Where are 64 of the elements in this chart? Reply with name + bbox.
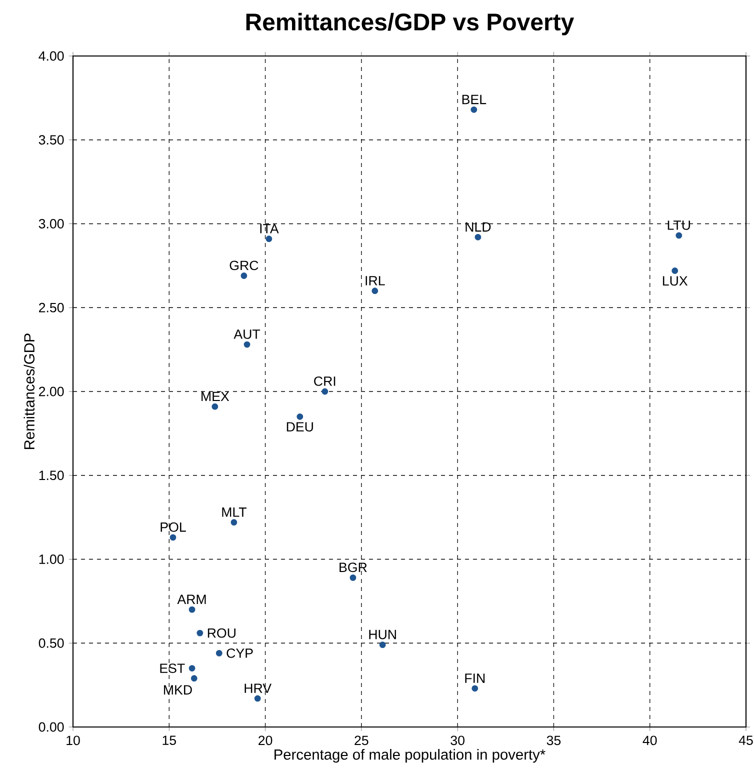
point: [470, 106, 478, 113]
annotation: NLD: [466, 222, 491, 232]
point: [676, 232, 682, 239]
point: [672, 268, 678, 274]
annotation: HRV: [244, 684, 272, 693]
point: [216, 650, 222, 656]
y-tick-label: 1.50: [39, 470, 64, 480]
x-tick-label: 45: [738, 736, 753, 746]
point: [474, 234, 482, 240]
point: [372, 288, 378, 294]
y-tick-label: 0.50: [38, 638, 64, 648]
chart-title: Remittances/GDP vs Poverty: [246, 12, 574, 36]
annotation: POL: [160, 522, 186, 532]
annotation: IRL: [366, 276, 385, 286]
point: [350, 574, 356, 581]
x-tick-label: 25: [354, 736, 368, 746]
annotation: BGR: [340, 562, 367, 572]
point: [322, 388, 328, 395]
y-tick-label: 3.50: [38, 135, 64, 145]
x-tick-label: 30: [450, 736, 464, 746]
annotation: BEL: [462, 94, 486, 104]
x-tick-label: 20: [258, 736, 272, 746]
annotation: HUN: [369, 630, 396, 640]
point: [472, 685, 478, 692]
point: [244, 341, 250, 348]
annotation: AUT: [234, 330, 260, 339]
annotation: CYP: [226, 648, 253, 658]
annotation: CRI: [314, 376, 336, 386]
point: [296, 413, 304, 420]
annotation: MLT: [222, 508, 246, 517]
y-tick-label: 3.00: [38, 219, 64, 228]
point: [190, 675, 198, 682]
annotation: ARM: [177, 594, 206, 604]
point: [266, 236, 272, 242]
y-tick-label: 1.00: [39, 554, 64, 564]
point: [170, 534, 176, 541]
annotation: GRC: [230, 260, 258, 270]
point: [188, 606, 196, 613]
annotation: FIN: [465, 674, 485, 683]
annotation: MEX: [202, 392, 230, 401]
annotation: LUX: [662, 276, 688, 286]
annotation: ROU: [208, 628, 236, 638]
y-tick-label: 0.00: [38, 722, 64, 732]
annotation: ITA: [260, 224, 279, 234]
annotation: EST: [160, 664, 185, 673]
point: [188, 665, 196, 672]
point: [196, 630, 204, 636]
y-tick-label: 2.00: [39, 386, 64, 396]
x-tick-label: 10: [66, 736, 80, 746]
point: [254, 695, 261, 702]
annotation: MKD: [164, 685, 192, 694]
point: [240, 272, 248, 279]
point: [212, 403, 218, 410]
y-axis-title: Remittances/GDP: [24, 334, 35, 449]
point: [230, 519, 238, 526]
point: [379, 642, 386, 648]
x-tick-label: 35: [546, 736, 561, 746]
x-tick-label: 15: [162, 736, 176, 746]
annotation: LTU: [668, 220, 690, 230]
y-tick-label: 4.00: [38, 51, 64, 61]
y-tick-label: 2.50: [39, 302, 64, 312]
x-tick-label: 40: [642, 736, 657, 746]
x-axis-title: Percentage of male population in poverty*: [274, 748, 546, 763]
annotation: DEU: [286, 422, 313, 432]
